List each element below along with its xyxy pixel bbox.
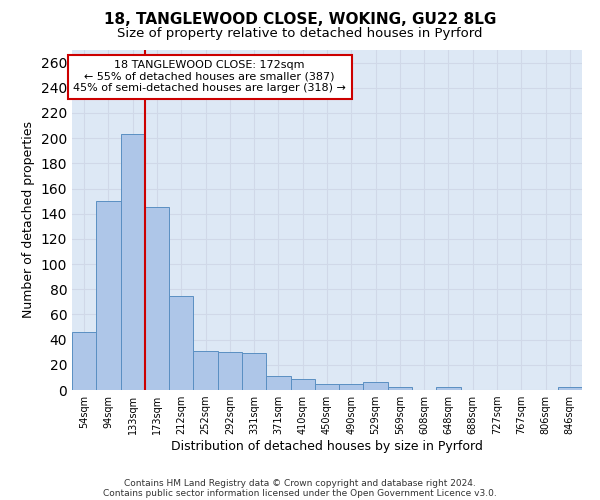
Bar: [242, 354, 266, 390]
Bar: [145, 208, 169, 390]
Bar: [218, 352, 242, 390]
Bar: [96, 201, 121, 390]
Text: 18, TANGLEWOOD CLOSE, WOKING, GU22 8LG: 18, TANGLEWOOD CLOSE, WOKING, GU22 8LG: [104, 12, 496, 28]
Bar: [72, 332, 96, 390]
Bar: [364, 382, 388, 390]
Text: Contains HM Land Registry data © Crown copyright and database right 2024.: Contains HM Land Registry data © Crown c…: [124, 478, 476, 488]
Bar: [388, 388, 412, 390]
Bar: [290, 378, 315, 390]
Bar: [193, 351, 218, 390]
Text: Contains public sector information licensed under the Open Government Licence v3: Contains public sector information licen…: [103, 488, 497, 498]
Bar: [558, 388, 582, 390]
Bar: [266, 376, 290, 390]
Bar: [339, 384, 364, 390]
Text: Size of property relative to detached houses in Pyrford: Size of property relative to detached ho…: [117, 28, 483, 40]
Bar: [121, 134, 145, 390]
X-axis label: Distribution of detached houses by size in Pyrford: Distribution of detached houses by size …: [171, 440, 483, 453]
Y-axis label: Number of detached properties: Number of detached properties: [22, 122, 35, 318]
Bar: [315, 384, 339, 390]
Bar: [169, 296, 193, 390]
Text: 18 TANGLEWOOD CLOSE: 172sqm
← 55% of detached houses are smaller (387)
45% of se: 18 TANGLEWOOD CLOSE: 172sqm ← 55% of det…: [73, 60, 346, 94]
Bar: [436, 388, 461, 390]
